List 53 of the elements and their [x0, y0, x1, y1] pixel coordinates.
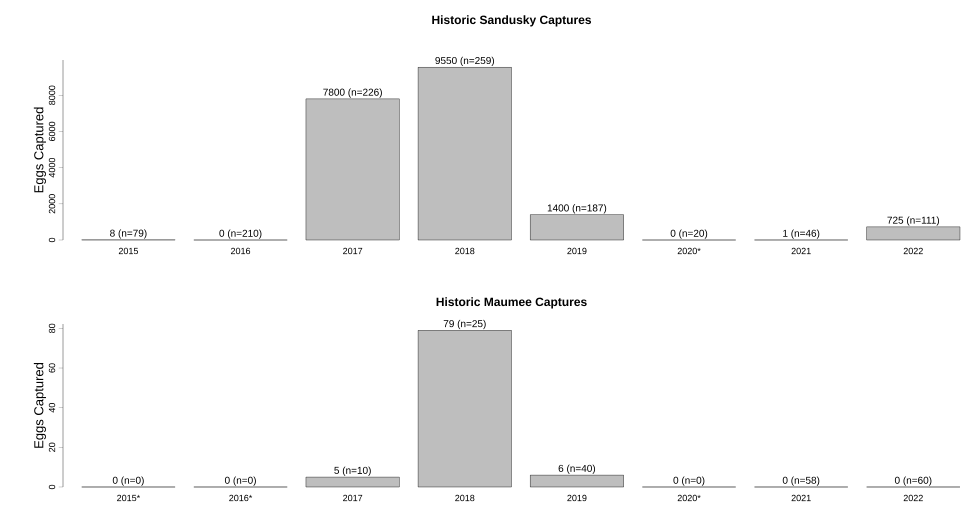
y-tick-label: 40	[48, 403, 56, 412]
data-label: 5 (n=10)	[334, 466, 371, 476]
data-label: 1 (n=46)	[783, 229, 820, 239]
y-tick-label: 0	[48, 238, 56, 242]
x-tick-label: 2019	[567, 494, 586, 502]
chart-title: Historic Sandusky Captures	[432, 15, 592, 26]
x-tick-label: 2021	[792, 248, 811, 254]
data-label: 8 (n=79)	[110, 229, 147, 239]
x-tick-label: 2015*	[117, 494, 140, 502]
x-tick-label: 2016*	[229, 494, 252, 502]
data-label: 7800 (n=226)	[323, 88, 382, 98]
data-label: 0 (n=20)	[670, 229, 708, 239]
x-tick-label: 2017	[343, 494, 362, 502]
data-label: 0 (n=58)	[782, 476, 820, 486]
x-tick-label: 2015	[118, 248, 138, 254]
x-tick-label: 2018	[455, 248, 474, 254]
data-label: 0 (n=60)	[894, 476, 932, 486]
bar	[530, 214, 624, 240]
bar	[418, 67, 512, 240]
x-tick-label: 2022	[904, 248, 923, 254]
y-axis-title: Eggs Captured	[34, 362, 46, 448]
data-label: 725 (n=111)	[887, 216, 940, 226]
y-tick-label: 60	[48, 363, 56, 373]
y-tick-label: 6000	[48, 122, 56, 142]
bar	[306, 98, 400, 240]
x-tick-label: 2020*	[678, 248, 701, 254]
bar	[866, 226, 960, 240]
x-tick-label: 2021	[792, 494, 811, 502]
y-tick-label: 4000	[48, 158, 56, 178]
data-label: 0 (n=0)	[224, 476, 256, 486]
bar	[418, 330, 512, 488]
data-label: 1400 (n=187)	[548, 204, 606, 214]
bar	[530, 474, 624, 488]
data-label: 0 (n=0)	[673, 476, 704, 486]
y-tick-label: 8000	[48, 86, 56, 105]
x-tick-label: 2019	[567, 248, 586, 254]
bar	[306, 476, 400, 488]
x-tick-label: 2017	[343, 248, 362, 254]
data-label: 6 (n=40)	[558, 464, 596, 474]
y-tick-label: 0	[48, 484, 56, 490]
data-label: 79 (n=25)	[444, 320, 486, 330]
x-tick-label: 2022	[904, 494, 923, 502]
data-label: 0 (n=0)	[112, 476, 144, 486]
x-tick-label: 2016	[230, 248, 250, 254]
y-tick-label: 80	[48, 324, 56, 333]
chart-title: Historic Maumee Captures	[436, 297, 587, 308]
y-axis-title: Eggs Captured	[34, 107, 46, 192]
x-tick-label: 2020*	[678, 494, 701, 502]
y-tick-label: 2000	[48, 194, 56, 214]
data-label: 0 (n=210)	[219, 229, 262, 239]
data-label: 9550 (n=259)	[435, 56, 494, 66]
y-tick-label: 20	[48, 442, 56, 452]
x-tick-label: 2018	[455, 494, 474, 502]
